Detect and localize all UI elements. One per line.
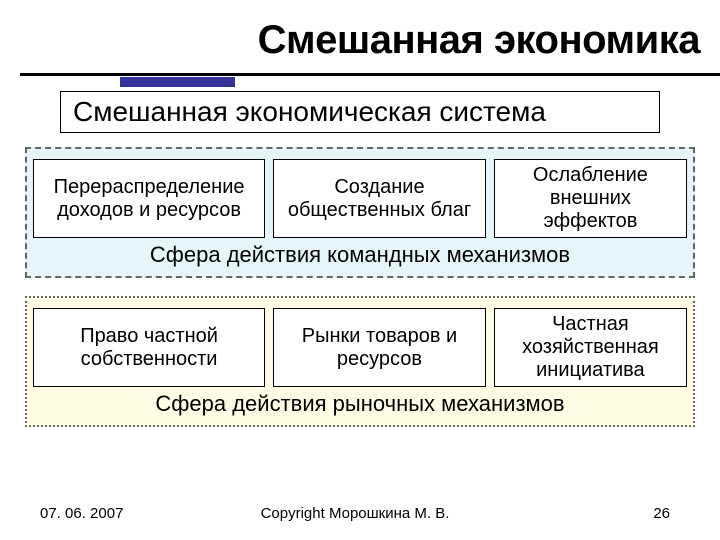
subtitle-box: Смешанная экономическая система <box>60 91 660 133</box>
market-caption: Сфера действия рыночных механизмов <box>33 391 687 417</box>
command-box-row: Перераспределение доходов и ресурсов Соз… <box>33 159 687 238</box>
section-command: Перераспределение доходов и ресурсов Соз… <box>25 147 695 278</box>
command-caption: Сфера действия командных механизмов <box>33 242 687 268</box>
footer-date: 07. 06. 2007 <box>40 505 220 522</box>
market-box-row: Право частной собственности Рынки товаро… <box>33 308 687 387</box>
market-box-1: Право частной собственности <box>33 308 265 387</box>
slide-title: Смешанная экономика <box>0 0 720 63</box>
footer: 07. 06. 2007 Copyright Морошкина М. В. 2… <box>0 505 720 522</box>
footer-page-number: 26 <box>490 505 680 522</box>
command-box-3: Ослабление внешних эффектов <box>494 159 687 238</box>
command-box-1: Перераспределение доходов и ресурсов <box>33 159 265 238</box>
section-market: Право частной собственности Рынки товаро… <box>25 296 695 427</box>
market-box-2: Рынки товаров и ресурсов <box>273 308 486 387</box>
footer-copyright: Copyright Морошкина М. В. <box>220 505 490 522</box>
market-box-3: Частная хозяйственная инициатива <box>494 308 687 387</box>
title-underline <box>20 73 720 76</box>
accent-bar <box>120 77 235 87</box>
command-box-2: Создание общественных благ <box>273 159 486 238</box>
